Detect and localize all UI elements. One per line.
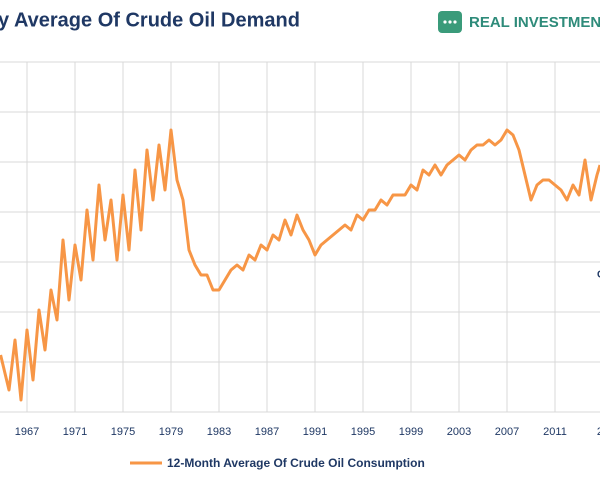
x-tick-label: 1999: [399, 426, 423, 438]
x-tick-label: 1987: [255, 426, 279, 438]
x-tick-label: 1971: [63, 426, 87, 438]
x-tick-label: 2003: [447, 426, 471, 438]
x-tick-label: 1967: [15, 426, 39, 438]
logo: REAL INVESTMENT: [438, 11, 600, 33]
annotation: CO: [597, 270, 600, 281]
x-tick-label: 2011: [543, 426, 567, 438]
x-tick-label: 1975: [111, 426, 135, 438]
legend-label: 12-Month Average Of Crude Oil Consumptio…: [167, 456, 425, 470]
x-tick-label: 1979: [159, 426, 183, 438]
x-tick-label: 1991: [303, 426, 327, 438]
x-tick-label: 20: [597, 426, 600, 438]
x-tick-label: 1983: [207, 426, 231, 438]
x-tick-label: 2007: [495, 426, 519, 438]
data-line: [0, 128, 600, 402]
x-tick-label: 1995: [351, 426, 375, 438]
chart-title: y Average Of Crude Oil Demand: [0, 9, 300, 31]
logo-text: REAL INVESTMENT: [469, 14, 600, 31]
